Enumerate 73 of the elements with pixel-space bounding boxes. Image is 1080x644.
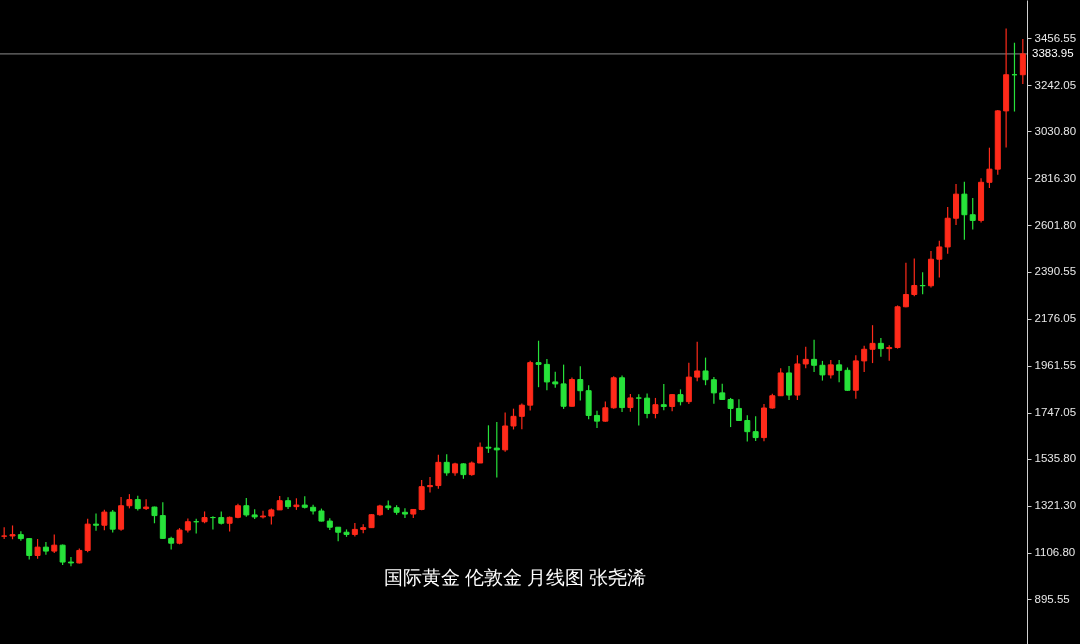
candlestick [710,376,717,405]
candlestick [109,509,116,534]
candlestick [660,383,667,411]
y-tick-label: 2390.55 [1034,265,1077,278]
candlestick [101,509,108,531]
candlestick [986,147,993,189]
y-tick-label: 3456.55 [1034,31,1077,44]
candlestick [602,400,609,423]
candlestick [594,410,600,429]
candlestick [969,197,976,231]
candlestick [485,424,492,454]
y-tick-label: 1535.80 [1034,452,1077,465]
y-tick-label: 1961.55 [1034,359,1077,372]
candlestick [869,324,876,364]
candlestick [435,454,442,490]
candlestick [443,453,450,477]
y-tick-label: 1321.30 [1034,499,1077,512]
candlestick [902,262,909,308]
candlestick [836,359,843,383]
candlestick [652,397,659,419]
candlestick [844,366,851,392]
candlestick [535,340,542,388]
annotation: 国际黄金 伦敦金 月线图 张尧浠 [383,567,647,588]
candlestick [819,360,826,382]
candlestick [811,339,818,373]
candlestick [93,512,100,532]
candlestick [919,271,926,295]
candlestick [427,476,433,494]
candlestick [702,357,709,386]
candlestick [911,257,918,297]
candlestick [518,402,525,430]
candlestick [543,358,550,391]
candlestick [786,365,793,401]
y-tick-label: 1106.80 [1034,546,1076,559]
candlestick [777,367,784,397]
candlestick [67,556,74,567]
candlestick [694,341,701,382]
candlestick [51,533,58,554]
candlestick [961,181,968,241]
y-tick-label: 2601.80 [1034,218,1077,231]
candlestick [635,393,642,427]
y-tick-label: 3030.80 [1034,124,1077,137]
candlestick [744,414,751,443]
y-tick-label: 895.55 [1034,592,1070,605]
candlestick [418,479,425,511]
candlestick [477,441,484,464]
candlestick [577,365,584,402]
candlestick [802,346,809,369]
candlestick [143,498,150,511]
candlestick [510,408,517,431]
candlestick [401,507,408,519]
y-tick-label: 3242.05 [1034,78,1077,91]
candlestick [17,530,24,542]
candlestick [118,496,125,532]
y-tick-label: 2176.05 [1034,312,1077,325]
candlestick [1019,38,1026,85]
candlestick [493,421,500,479]
candlestick [159,501,166,540]
candlestick [502,412,509,453]
candlestick [644,392,651,419]
y-tick-label: 2816.30 [1034,171,1077,184]
candlestick [827,359,834,380]
candlestick [936,240,943,279]
candlestick [243,497,250,518]
candlestick [560,364,567,410]
candlestick [735,398,742,422]
candlestick [34,538,41,560]
y-tick-label: 1747.05 [1034,406,1077,419]
candlestick [877,337,884,358]
candlestick [861,345,868,373]
candlestick [727,397,734,428]
candlestick [752,415,759,442]
ref-line-label: 3383.95 [1032,46,1074,59]
